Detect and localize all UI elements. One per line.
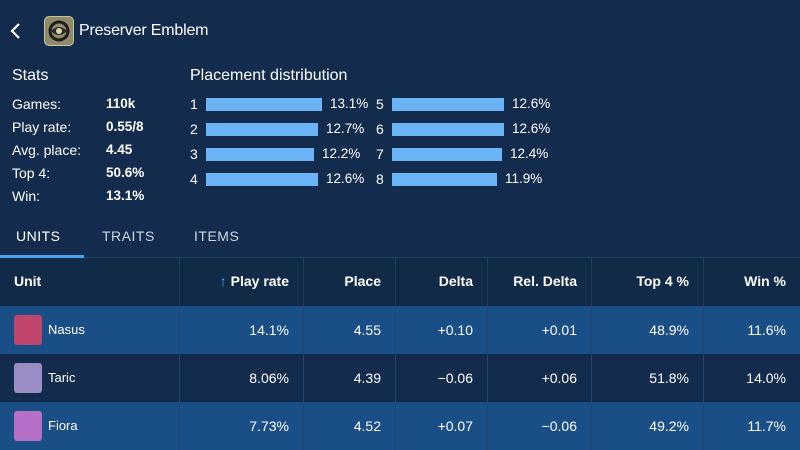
placement-label-8: 8 bbox=[376, 171, 384, 187]
cell-top4: 48.9% bbox=[592, 306, 704, 354]
placement-bar-7 bbox=[392, 148, 502, 161]
cell-win: 11.6% bbox=[747, 322, 786, 338]
preserver-emblem-icon bbox=[44, 16, 74, 46]
placement-bar-8 bbox=[392, 173, 497, 186]
placement-bar-1 bbox=[206, 98, 322, 111]
placement-pct-1: 13.1% bbox=[330, 96, 369, 111]
placement-bar-3 bbox=[206, 148, 314, 161]
cell-play-rate: 7.73% bbox=[180, 402, 304, 450]
placement-pct-4: 12.6% bbox=[326, 171, 365, 186]
placement-label-6: 6 bbox=[376, 121, 384, 137]
cell-rel-delta: +0.01 bbox=[488, 306, 592, 354]
cell-top4: 51.8% bbox=[592, 354, 704, 402]
stats-heading: Stats bbox=[12, 67, 49, 84]
placement-label-1: 1 bbox=[190, 96, 198, 112]
cell-delta: +0.07 bbox=[396, 402, 488, 450]
placement-pct-7: 12.4% bbox=[510, 146, 549, 161]
cell-delta: −0.06 bbox=[396, 354, 488, 402]
stat-label-play-rate: Play rate: bbox=[12, 119, 72, 135]
column-header-delta[interactable]: Delta bbox=[396, 258, 488, 306]
unit-name: Nasus bbox=[48, 322, 85, 337]
cell-win: 11.7% bbox=[747, 418, 786, 434]
column-header-play-rate-label: Play rate bbox=[230, 273, 289, 289]
chevron-left-icon[interactable] bbox=[8, 20, 24, 42]
cell-play-rate: 14.1% bbox=[180, 306, 304, 354]
unit-name: Fiora bbox=[48, 418, 78, 433]
table-row[interactable]: Nasus 14.1% 4.55 +0.10 +0.01 48.9% 11.6% bbox=[0, 306, 800, 354]
column-header-unit[interactable]: Unit bbox=[0, 258, 180, 306]
stat-value-avg-place: 4.45 bbox=[106, 142, 133, 157]
stat-label-top4: Top 4: bbox=[12, 165, 51, 181]
arrow-up-icon: ↑ bbox=[219, 273, 227, 289]
table-header: Unit ↑ Play rate Place Delta Rel. Delta T… bbox=[0, 258, 800, 306]
placement-pct-6: 12.6% bbox=[512, 121, 551, 136]
stat-value-win: 13.1% bbox=[106, 188, 145, 203]
placement-label-5: 5 bbox=[376, 96, 384, 112]
cell-delta: +0.10 bbox=[396, 306, 488, 354]
unit-name: Taric bbox=[48, 370, 76, 385]
tab-items[interactable]: ITEMS bbox=[194, 228, 240, 244]
tab-active-indicator bbox=[0, 255, 84, 258]
cell-place: 4.55 bbox=[304, 306, 396, 354]
tab-units[interactable]: UNITS bbox=[16, 228, 61, 244]
column-header-top4[interactable]: Top 4 % bbox=[592, 258, 704, 306]
placement-bar-2 bbox=[206, 123, 318, 136]
unit-cell: Taric bbox=[0, 354, 180, 402]
cell-win: 14.0% bbox=[746, 370, 786, 386]
stat-label-games: Games: bbox=[12, 96, 62, 112]
placement-pct-3: 12.2% bbox=[322, 146, 361, 161]
header: Preserver Emblem bbox=[0, 0, 800, 60]
placement-pct-2: 12.7% bbox=[326, 121, 365, 136]
tab-traits[interactable]: TRAITS bbox=[102, 228, 155, 244]
unit-cell: Fiora bbox=[0, 402, 180, 450]
placement-bar-5 bbox=[392, 98, 504, 111]
avatar bbox=[14, 315, 42, 345]
stat-value-games: 110k bbox=[106, 96, 136, 111]
column-header-play-rate[interactable]: ↑ Play rate bbox=[180, 258, 304, 306]
cell-place: 4.39 bbox=[304, 354, 396, 402]
cell-play-rate: 8.06% bbox=[180, 354, 304, 402]
cell-place: 4.52 bbox=[304, 402, 396, 450]
stat-label-avg-place: Avg. place: bbox=[12, 142, 82, 158]
column-header-place[interactable]: Place bbox=[304, 258, 396, 306]
column-header-rel-delta[interactable]: Rel. Delta bbox=[488, 258, 592, 306]
placement-heading: Placement distribution bbox=[190, 67, 348, 84]
placement-label-7: 7 bbox=[376, 146, 384, 162]
cell-rel-delta: −0.06 bbox=[488, 402, 592, 450]
tab-divider bbox=[0, 257, 800, 258]
avatar bbox=[14, 363, 42, 393]
placement-bar-6 bbox=[392, 123, 504, 136]
unit-cell: Nasus bbox=[0, 306, 180, 354]
table-row[interactable]: Taric 8.06% 4.39 −0.06 +0.06 51.8% 14.0% bbox=[0, 354, 800, 402]
placement-pct-5: 12.6% bbox=[512, 96, 551, 111]
placement-label-2: 2 bbox=[190, 121, 198, 137]
stat-value-play-rate: 0.55/8 bbox=[106, 119, 144, 134]
placement-label-3: 3 bbox=[190, 146, 198, 162]
placement-bar-4 bbox=[206, 173, 318, 186]
placement-pct-8: 11.9% bbox=[505, 171, 543, 186]
stat-label-win: Win: bbox=[12, 188, 40, 204]
stat-value-top4: 50.6% bbox=[106, 165, 145, 180]
cell-top4: 49.2% bbox=[592, 402, 704, 450]
cell-rel-delta: +0.06 bbox=[488, 354, 592, 402]
table-row[interactable]: Fiora 7.73% 4.52 +0.07 −0.06 49.2% 11.7% bbox=[0, 402, 800, 450]
column-header-win[interactable]: Win % bbox=[744, 273, 786, 289]
page-title: Preserver Emblem bbox=[79, 22, 209, 39]
avatar bbox=[14, 411, 42, 441]
placement-label-4: 4 bbox=[190, 171, 198, 187]
